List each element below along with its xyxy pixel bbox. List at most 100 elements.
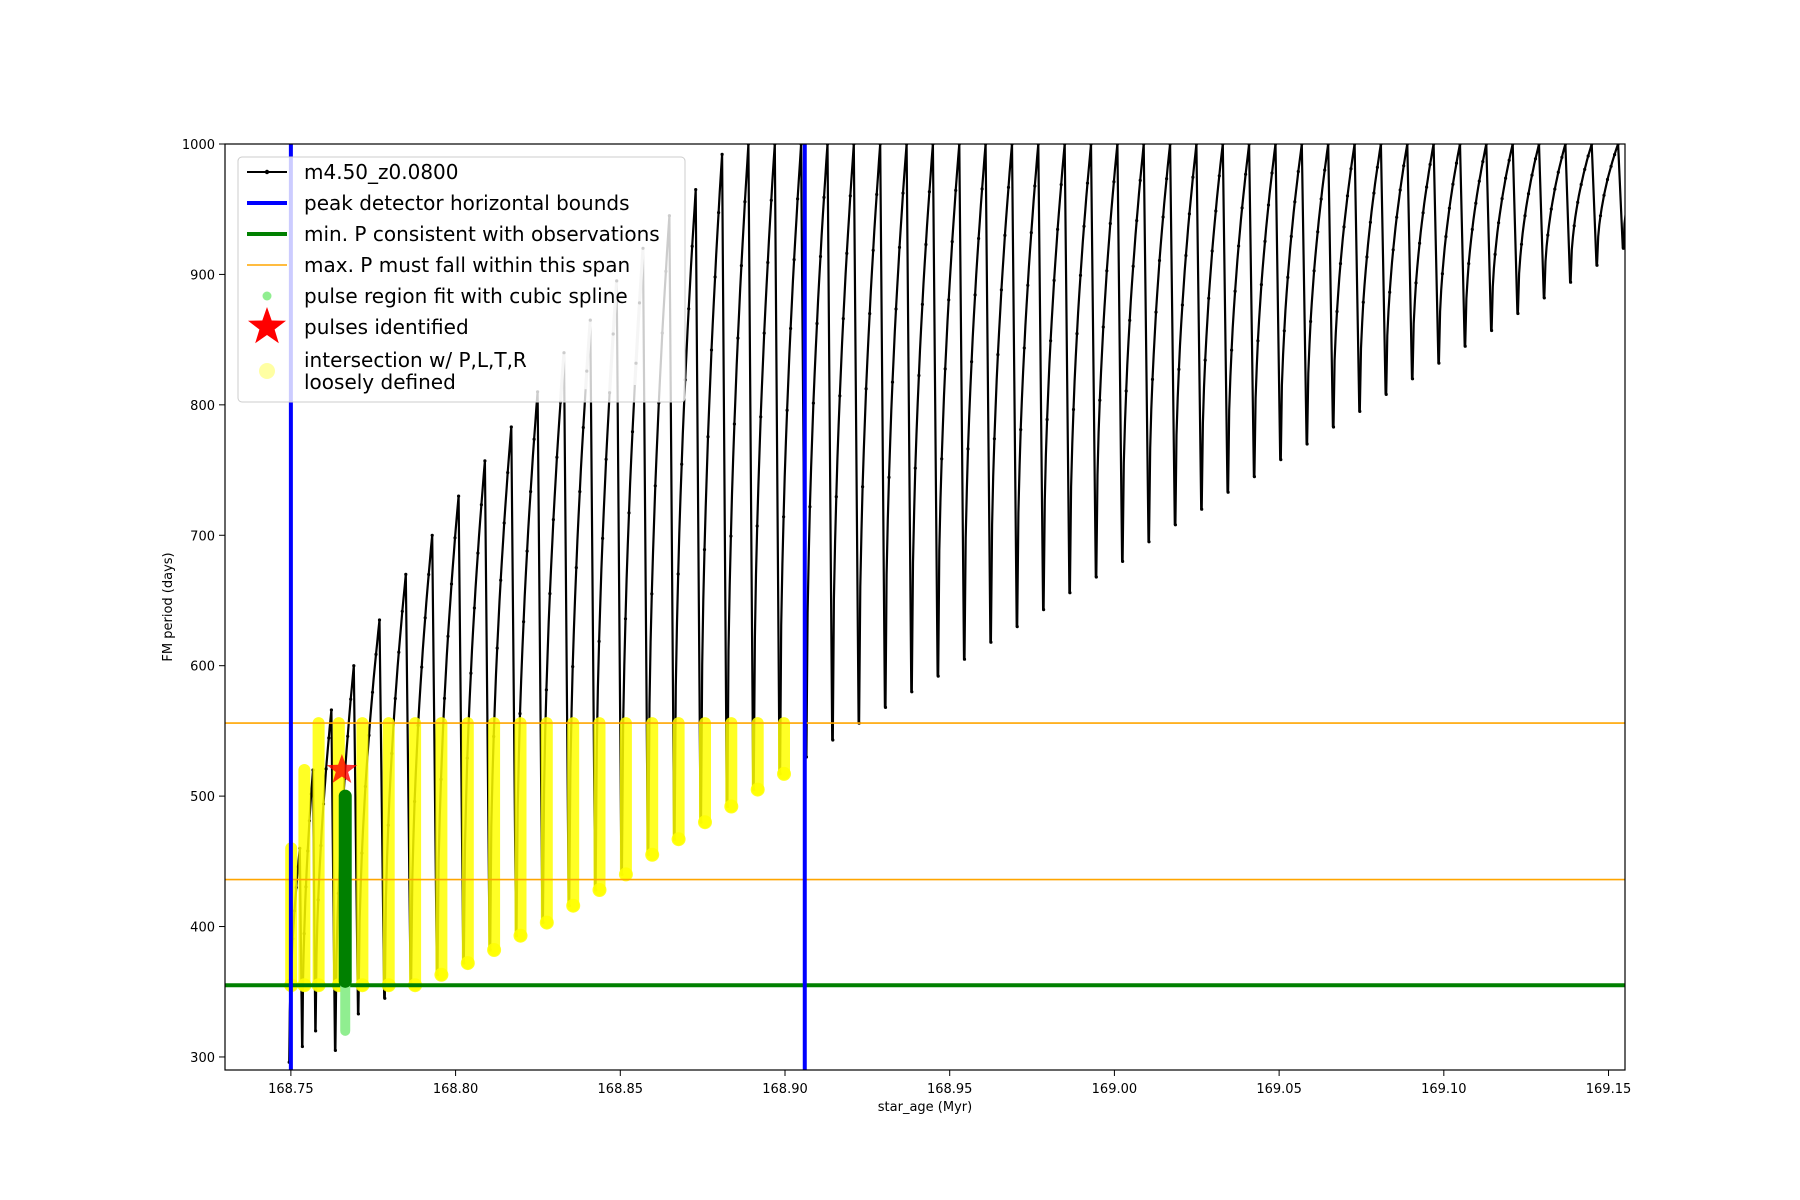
track-pulse-57 (1729, 144, 1755, 183)
track-marker (1711, 159, 1714, 162)
track-marker (495, 646, 499, 650)
track-marker (1576, 200, 1580, 204)
track-marker (555, 455, 559, 459)
track-marker (1595, 263, 1599, 267)
track-marker (1375, 165, 1379, 169)
legend-label-2: peak detector horizontal bounds (304, 191, 630, 215)
track-pulse-21 (779, 144, 807, 774)
track-marker (1444, 235, 1448, 239)
track-marker (1783, 147, 1786, 150)
track-marker (377, 618, 382, 622)
track-marker (1780, 150, 1783, 153)
track-marker (1572, 224, 1576, 228)
track-marker (1745, 146, 1748, 149)
track-marker (1022, 346, 1026, 350)
track-marker (1533, 157, 1538, 161)
track-pulse-56 (1702, 144, 1728, 200)
track-marker (1625, 204, 1628, 207)
track-marker (848, 194, 852, 198)
track-marker (349, 697, 353, 701)
track-marker (1418, 241, 1422, 245)
track-marker (356, 1012, 360, 1016)
track-marker (970, 360, 974, 364)
x-tick-label: 168.75 (268, 1082, 314, 1097)
x-tick-label: 169.10 (1421, 1082, 1467, 1097)
track-marker (1632, 173, 1635, 176)
track-marker (1757, 156, 1760, 159)
track-pulse-35 (1147, 144, 1176, 542)
track-marker (1682, 173, 1685, 176)
track-marker (1402, 164, 1406, 168)
track-marker (1685, 163, 1688, 166)
track-marker (1775, 142, 1778, 145)
track-marker (815, 321, 819, 326)
intersection-point (698, 815, 712, 830)
track-marker (1252, 475, 1256, 479)
track-marker (1738, 154, 1741, 157)
track-marker (1481, 160, 1485, 164)
track-marker (1121, 559, 1125, 564)
track-pulse-22 (805, 144, 834, 758)
track-marker (1157, 258, 1162, 263)
track-marker (782, 515, 786, 519)
track-marker (1042, 608, 1046, 612)
track-marker (427, 572, 431, 577)
track-marker (1323, 168, 1327, 172)
track-marker (1655, 180, 1658, 183)
track-marker (571, 665, 575, 669)
legend-box (237, 156, 686, 403)
track-pulse-23 (831, 144, 860, 741)
track-marker (1128, 318, 1132, 322)
track-marker (834, 495, 838, 499)
track-marker (1233, 289, 1237, 293)
track-marker (1583, 167, 1587, 171)
track-marker (314, 1029, 318, 1033)
track-marker (1049, 339, 1053, 343)
track-marker (1395, 215, 1399, 219)
track-marker (1150, 377, 1155, 381)
track-marker (499, 578, 503, 582)
track-marker (1474, 201, 1478, 205)
track-marker (1790, 145, 1793, 148)
track-marker (690, 244, 694, 248)
intersection-point (645, 847, 660, 862)
track-marker (476, 551, 480, 555)
track-marker (1643, 142, 1646, 145)
track-pulse-38 (1227, 144, 1255, 493)
track-marker (883, 705, 888, 710)
x-tick-label: 169.00 (1092, 1082, 1138, 1097)
track-marker (597, 639, 601, 644)
track-marker (796, 197, 800, 201)
track-marker (818, 254, 823, 259)
track-marker (1147, 540, 1151, 544)
track-marker (1368, 220, 1372, 224)
track-marker (472, 606, 476, 610)
track-marker (1648, 231, 1651, 234)
legend-label-7-line2: loosely defined (304, 370, 456, 394)
y-tick-label: 1000 (182, 138, 215, 153)
track-marker (601, 536, 605, 541)
axes: 168.75 168.80 168.85 168.90 168.95 169.00 169.… (182, 138, 1631, 1097)
plot-frame (224, 143, 1626, 1071)
track-marker (1203, 358, 1207, 362)
track-marker (581, 425, 585, 430)
track-marker (430, 533, 434, 537)
track-marker (766, 260, 770, 265)
track-marker (1391, 248, 1395, 252)
x-tick-label: 168.80 (433, 1082, 479, 1097)
track-marker (1414, 281, 1418, 285)
track-pulse-39 (1253, 144, 1282, 477)
intersection-point (460, 956, 475, 971)
track-marker (924, 242, 928, 247)
intersection-point (539, 915, 554, 930)
track-marker (841, 317, 845, 321)
track-marker (1165, 177, 1169, 181)
track-marker (732, 422, 737, 426)
track-marker (831, 738, 835, 742)
track-marker (1266, 203, 1271, 207)
x-tick-label: 168.85 (598, 1082, 644, 1097)
track-marker (1741, 150, 1744, 153)
track-marker (1365, 255, 1369, 259)
track-marker (1546, 233, 1550, 237)
